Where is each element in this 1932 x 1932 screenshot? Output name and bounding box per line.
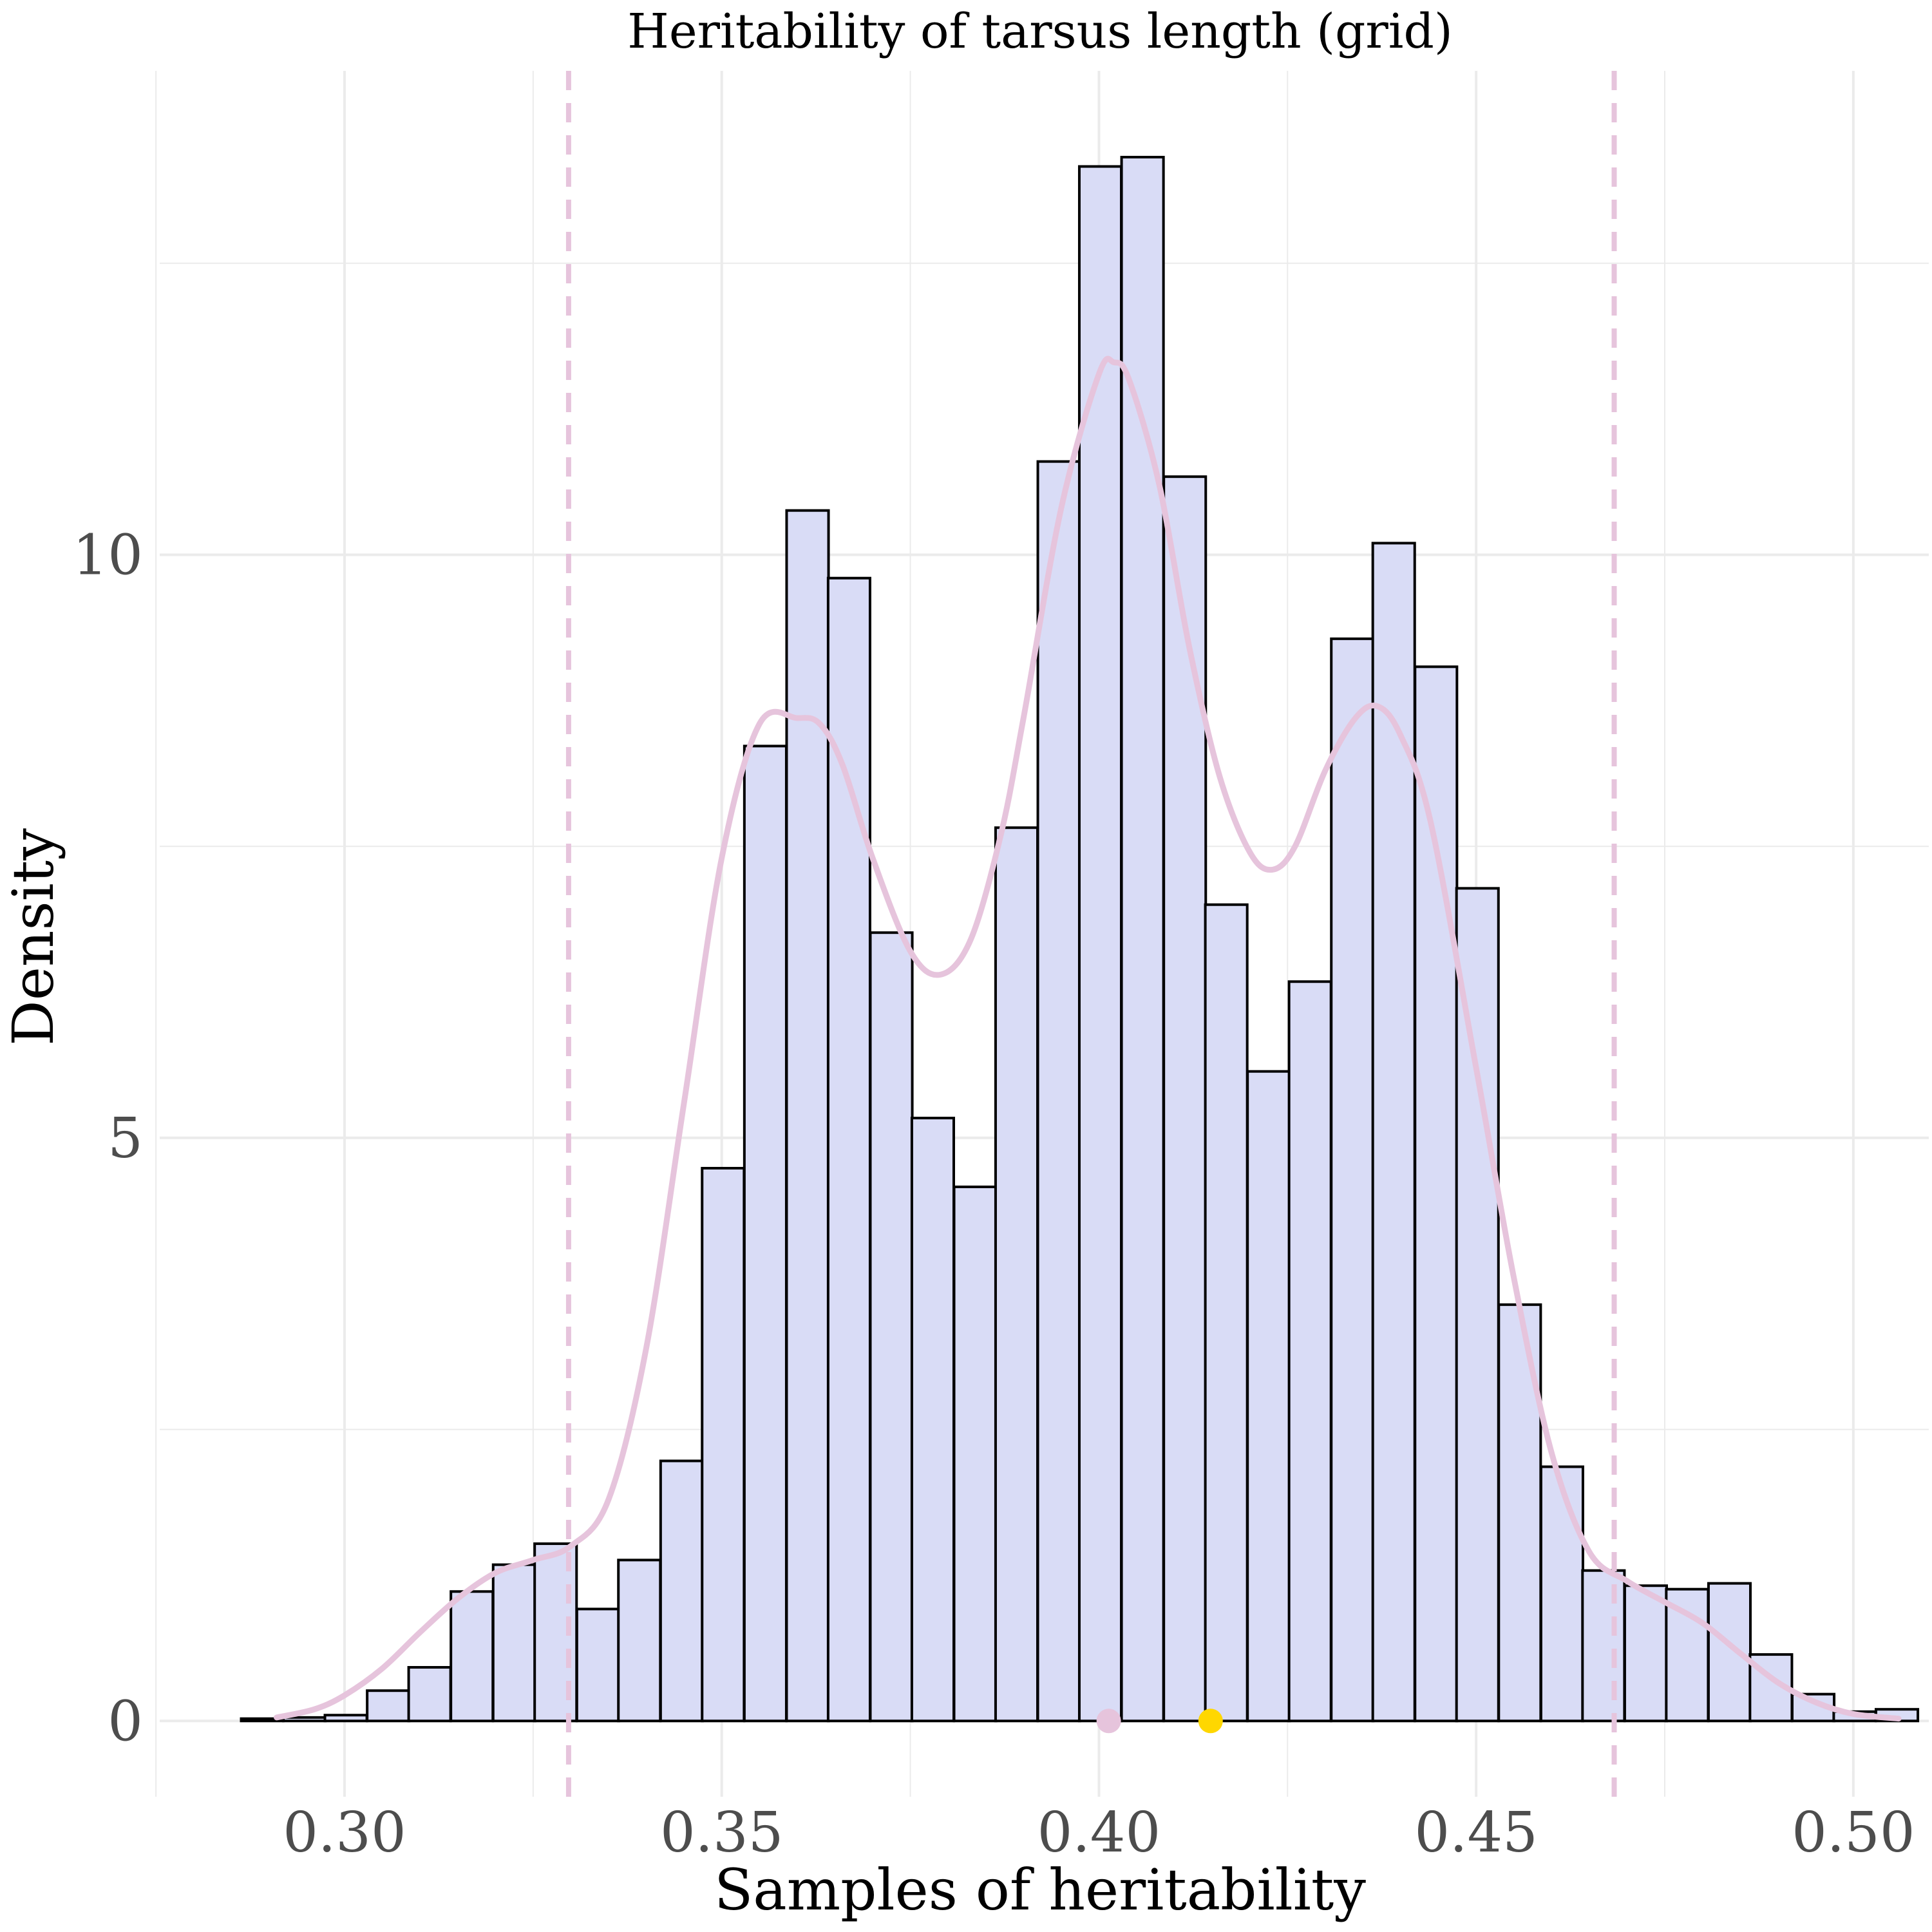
histogram-bar: [952, 1185, 998, 1723]
histogram-bar: [407, 1666, 452, 1723]
histogram-bar: [1330, 637, 1375, 1723]
histogram-bar: [869, 931, 914, 1723]
histogram-bar: [910, 1117, 955, 1723]
y-axis-label: Density: [0, 828, 66, 1046]
histogram-bar: [575, 1607, 620, 1723]
x-axis-label: Samples of heritability: [714, 1857, 1366, 1923]
histogram-bar: [826, 576, 871, 1723]
summary-points: [1096, 1709, 1223, 1734]
histogram-bar: [1707, 1582, 1752, 1723]
histogram-bar: [1539, 1465, 1584, 1723]
summary-point: [1096, 1709, 1121, 1734]
histogram-bar: [1204, 903, 1249, 1723]
histogram-bar: [785, 509, 830, 1723]
x-tick-label: 0.40: [1037, 1801, 1160, 1865]
y-tick-label: 0: [108, 1689, 143, 1754]
histogram-bar: [323, 1714, 368, 1723]
histogram-bar: [282, 1716, 327, 1723]
histogram-bar: [1287, 980, 1332, 1723]
x-tick-label: 0.35: [660, 1801, 783, 1865]
histogram-bar: [743, 744, 788, 1723]
histogram-bar: [701, 1166, 746, 1723]
tick-labels: 0.30 0.35 0.40 0.45 0.50 0 5 10: [73, 523, 1915, 1865]
chart-title: Heritability of tarsus length (grid): [627, 4, 1452, 59]
histogram-bar: [1246, 1070, 1291, 1723]
histogram-bar: [617, 1558, 662, 1723]
histogram-bar: [450, 1590, 495, 1723]
histogram-bar: [1162, 475, 1208, 1723]
histogram-bar: [1455, 887, 1500, 1723]
histogram-bar: [1581, 1569, 1626, 1723]
summary-point: [1198, 1709, 1223, 1734]
density-curve: [274, 355, 1902, 1722]
histogram-bars: [240, 156, 1920, 1723]
histogram-bar: [1077, 165, 1123, 1723]
x-tick-label: 0.30: [283, 1801, 406, 1865]
histogram-bar: [659, 1459, 704, 1723]
density-curve-layer: [274, 355, 1902, 1722]
histogram-bar: [1036, 460, 1081, 1723]
histogram-bar: [1120, 156, 1165, 1723]
x-tick-label: 0.50: [1792, 1801, 1915, 1865]
histogram-bar: [366, 1689, 411, 1723]
histogram-bar: [491, 1563, 536, 1723]
histogram-bar: [1623, 1584, 1668, 1723]
x-tick-label: 0.45: [1414, 1801, 1537, 1865]
histogram-bar: [994, 826, 1039, 1723]
y-tick-label: 5: [108, 1106, 143, 1171]
histogram-bar: [1371, 542, 1416, 1723]
histogram-bar: [1414, 665, 1459, 1723]
y-tick-label: 10: [73, 523, 143, 587]
